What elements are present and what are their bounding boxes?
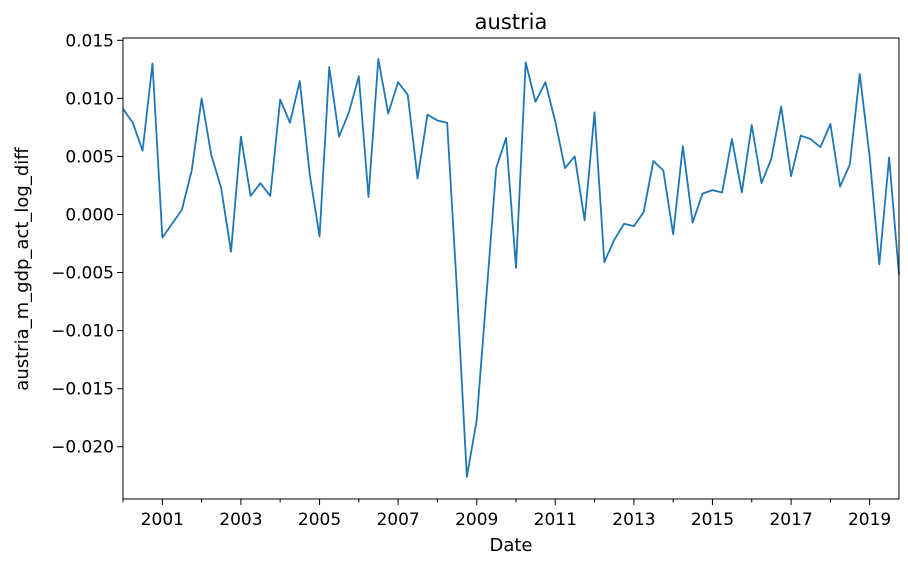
y-tick-label: 0.000 xyxy=(65,206,114,226)
x-tick-label: 2003 xyxy=(219,510,262,530)
x-tick-label: 2005 xyxy=(298,510,341,530)
y-axis: 0.015 0.010 0.005 0.000 −0.005 −0.010 −0.015 −0… xyxy=(51,31,123,458)
y-tick-label: 0.015 xyxy=(65,31,114,51)
x-tick-label: 2013 xyxy=(612,510,655,530)
y-tick-label: 0.005 xyxy=(65,147,114,167)
plot-area xyxy=(122,58,900,478)
x-tick-label: 2007 xyxy=(376,510,419,530)
plot-frame xyxy=(122,37,900,500)
x-tick-label: 2009 xyxy=(455,510,498,530)
y-tick-label: −0.020 xyxy=(51,438,114,458)
x-tick-label: 2015 xyxy=(691,510,734,530)
y-tick-label: −0.015 xyxy=(51,380,114,400)
series-line-0 xyxy=(122,58,900,478)
x-axis: 2001 2003 2005 2007 2009 2011 2013 2015 2017 2019 xyxy=(122,499,891,530)
x-tick-label: 2019 xyxy=(848,510,891,530)
y-tick-label: 0.010 xyxy=(65,89,114,109)
x-tick-label: 2011 xyxy=(534,510,577,530)
x-tick-label: 2017 xyxy=(769,510,812,530)
x-axis-label: Date xyxy=(489,535,532,556)
y-axis-label: austria_m_gdp_act_log_diff xyxy=(12,147,33,391)
x-tick-label: 2001 xyxy=(141,510,184,530)
y-tick-label: −0.005 xyxy=(51,264,114,284)
chart-title: austria xyxy=(475,10,548,34)
y-tick-label: −0.010 xyxy=(51,322,114,342)
